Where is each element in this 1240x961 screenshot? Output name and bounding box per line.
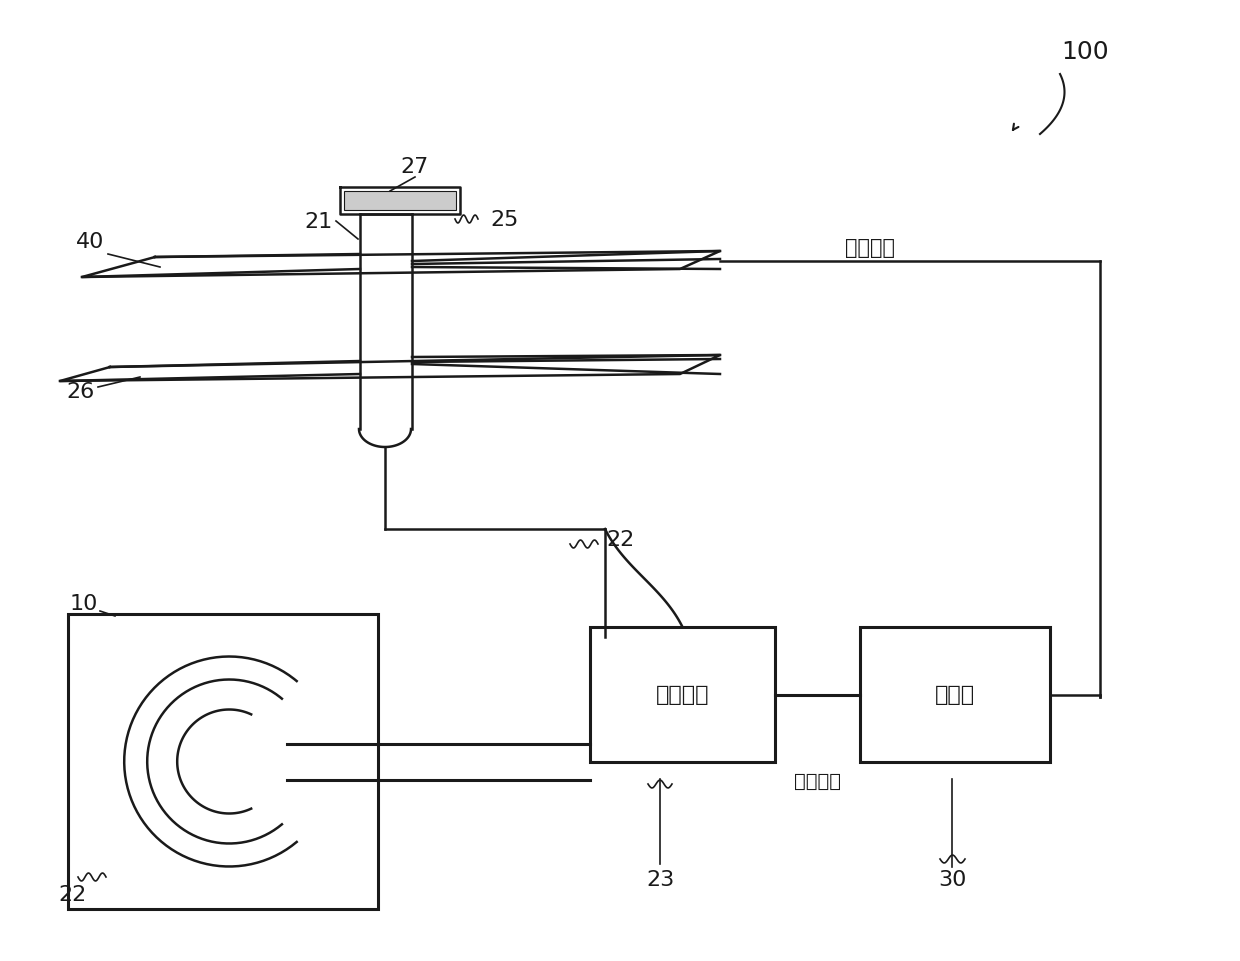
Text: 30: 30: [937, 869, 966, 889]
Text: 10: 10: [69, 593, 98, 613]
Text: 动力装置: 动力装置: [656, 685, 709, 704]
Text: 22: 22: [58, 884, 86, 904]
Text: 21: 21: [304, 211, 332, 232]
Text: 40: 40: [76, 232, 104, 252]
Text: 100: 100: [1061, 40, 1109, 64]
Text: 控制器: 控制器: [935, 685, 975, 704]
Text: 22: 22: [606, 530, 634, 550]
Text: 控制指令: 控制指令: [794, 771, 841, 790]
Text: 27: 27: [401, 157, 429, 177]
Text: 23: 23: [646, 869, 675, 889]
Bar: [861, 628, 1050, 762]
Bar: [590, 628, 775, 762]
Bar: [343, 192, 456, 210]
Text: 26: 26: [66, 382, 94, 402]
Text: 控制指令: 控制指令: [844, 237, 895, 258]
Bar: [68, 614, 378, 909]
Text: 25: 25: [491, 209, 520, 230]
